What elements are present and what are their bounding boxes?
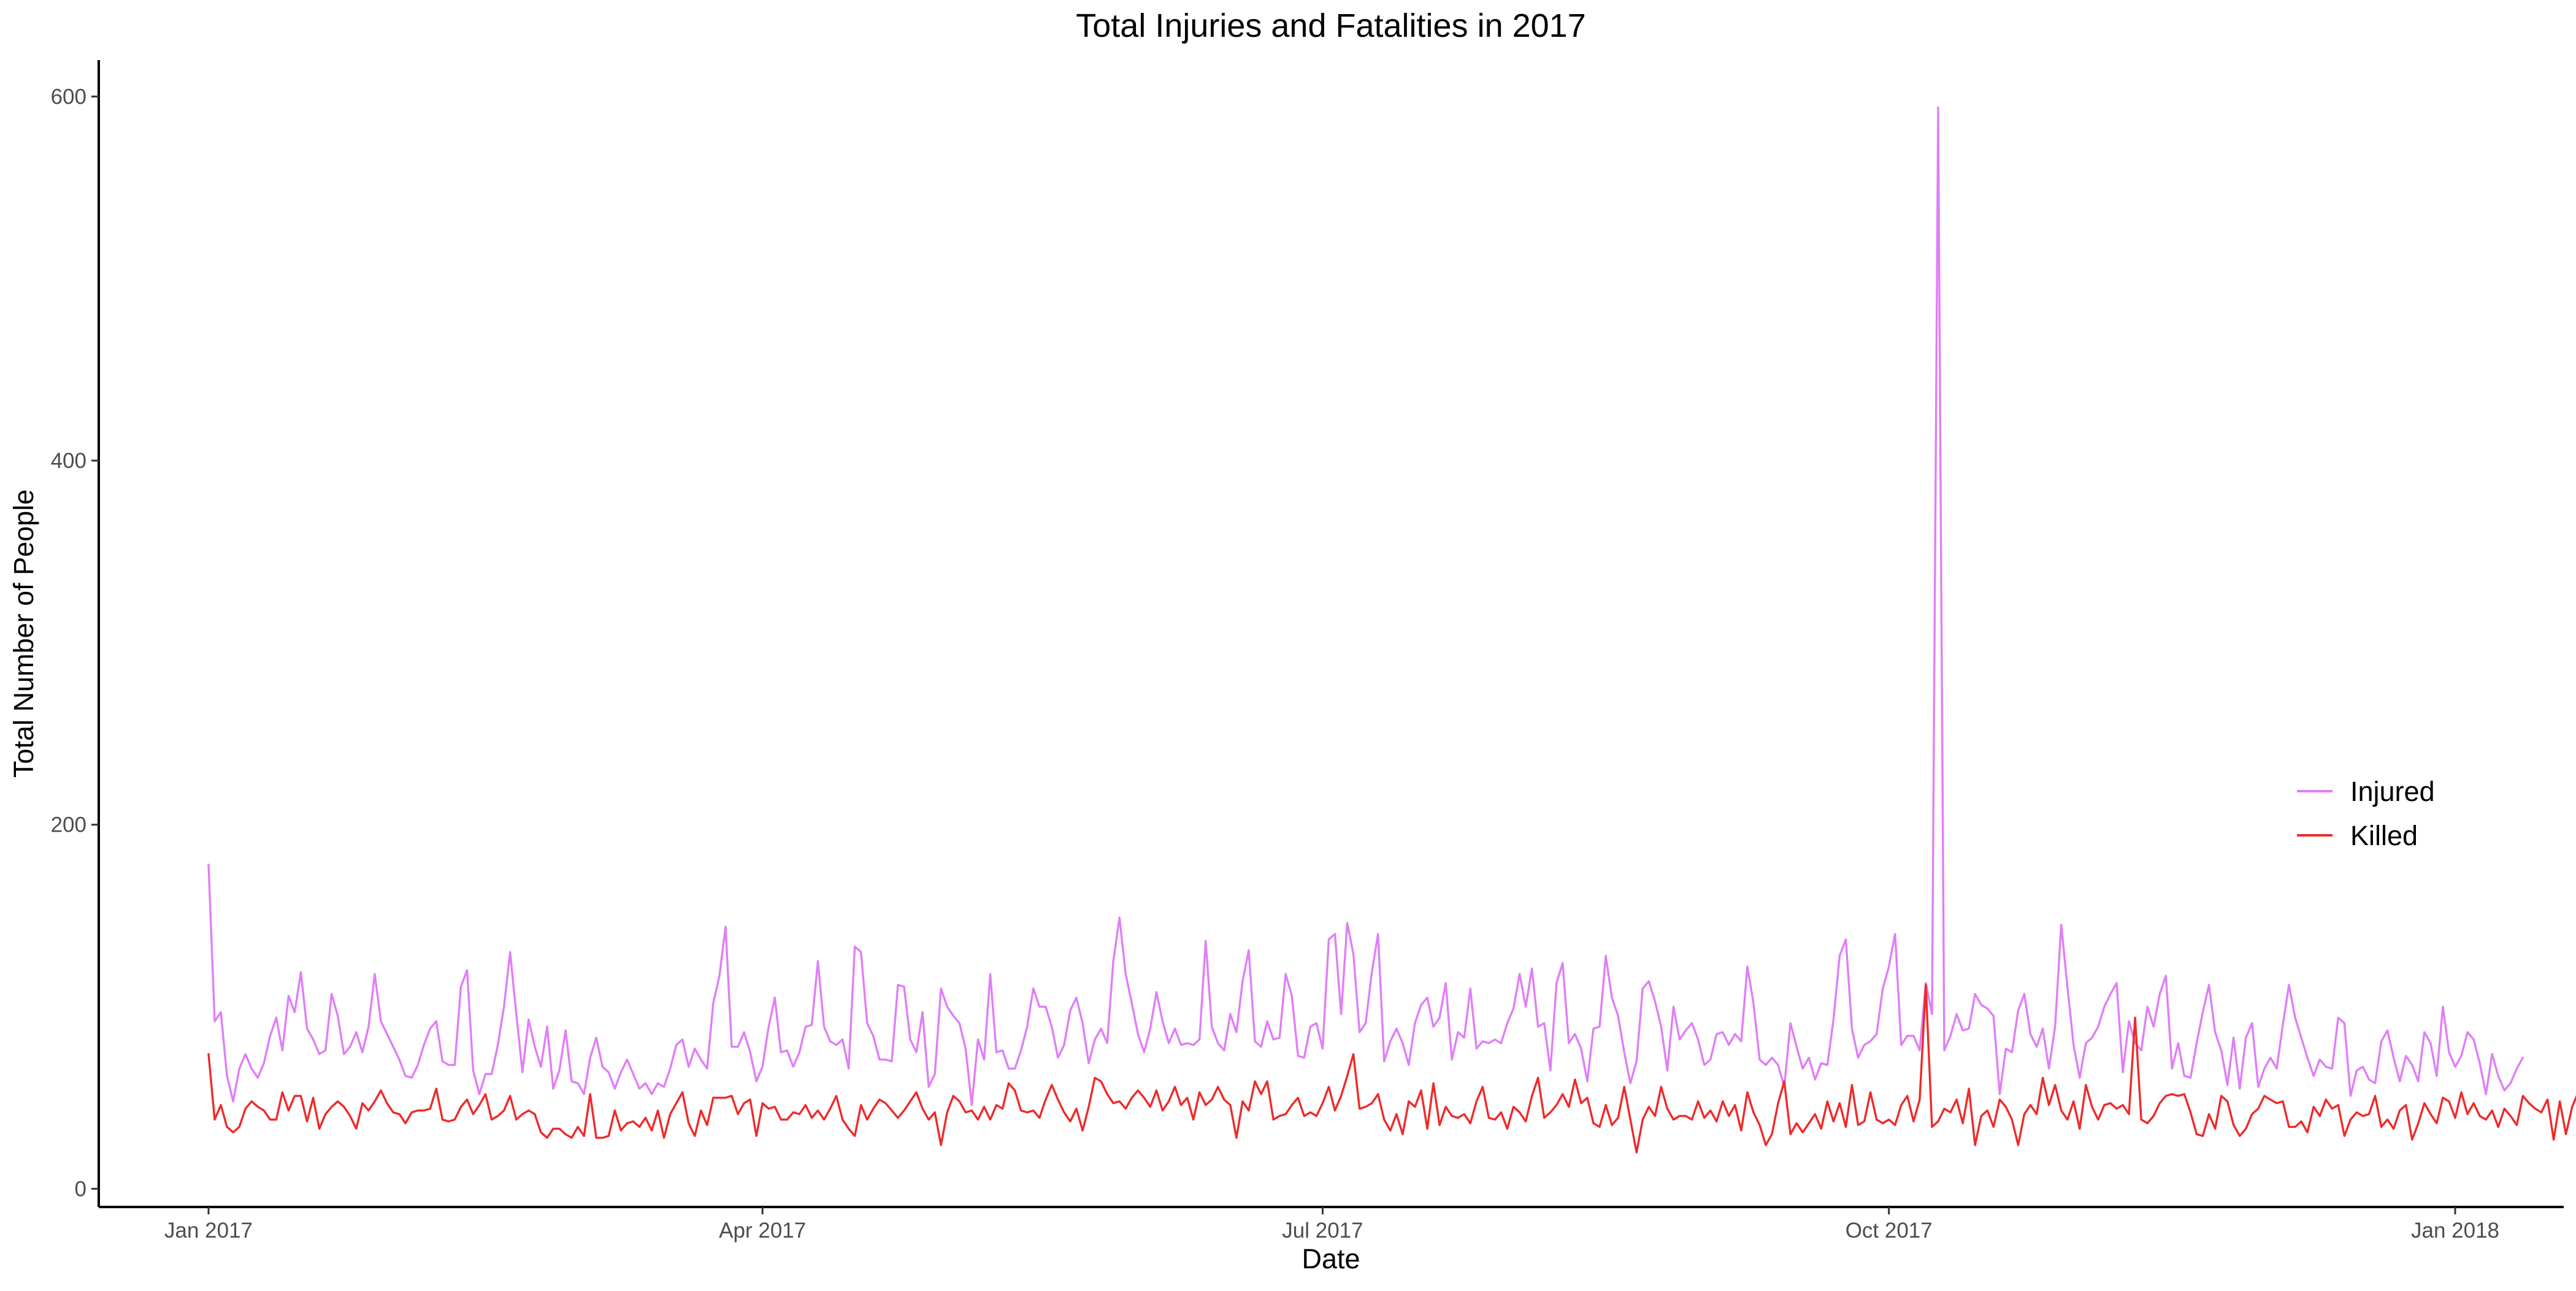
series-line-injured: [207, 106, 2524, 1106]
plot-area: [207, 106, 2576, 1154]
x-tick-label: Jan 2018: [2411, 1219, 2499, 1243]
x-tick-label: Jul 2017: [1282, 1219, 1363, 1243]
x-tick-label: Apr 2017: [719, 1219, 806, 1243]
x-tick-label: Oct 2017: [1846, 1219, 1933, 1243]
y-tick-label: 600: [51, 85, 86, 109]
chart-title: Total Injuries and Fatalities in 2017: [1076, 7, 1586, 44]
x-axis-title: Date: [1301, 1243, 1360, 1274]
x-axis-ticks: Jan 2017 Apr 2017 Jul 2017 Oct 2017 Jan 2018: [164, 1207, 2499, 1243]
legend-label-injured: Injured: [2350, 776, 2435, 807]
y-tick-label: 0: [75, 1177, 86, 1201]
y-axis-ticks: 0 200 400 600: [51, 85, 99, 1201]
legend: Injured Killed: [2297, 776, 2435, 851]
y-tick-label: 400: [51, 449, 86, 473]
series-line-killed: [207, 984, 2576, 1154]
y-tick-label: 200: [51, 813, 86, 837]
y-axis-title: Total Number of People: [8, 489, 39, 778]
x-tick-label: Jan 2017: [164, 1219, 253, 1243]
legend-label-killed: Killed: [2350, 820, 2418, 851]
